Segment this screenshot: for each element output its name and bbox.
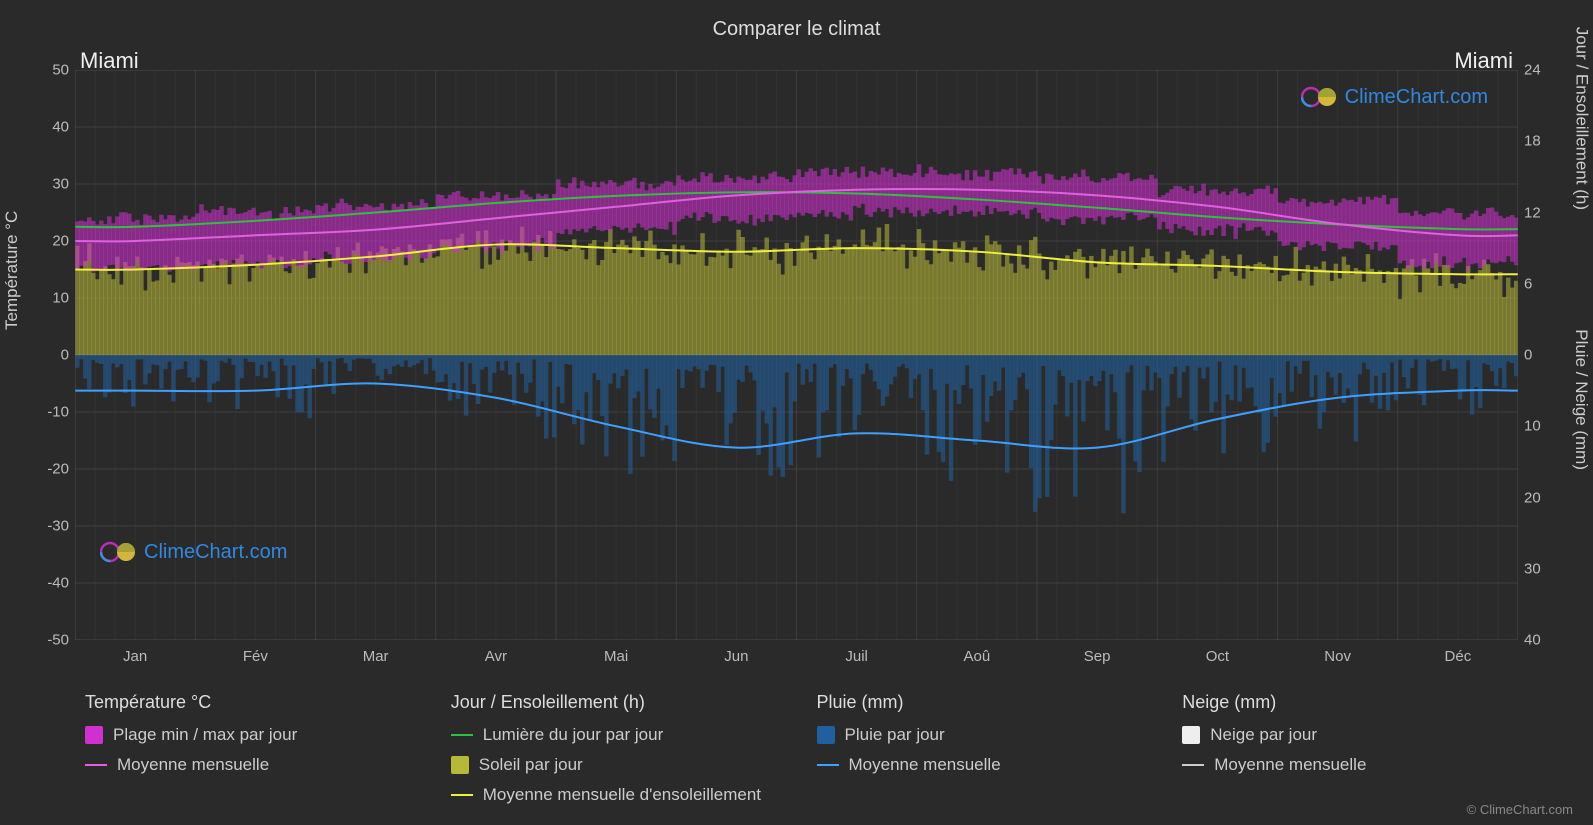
legend-header: Jour / Ensoleillement (h) <box>451 692 777 713</box>
y-right-bottom-tick: 30 <box>1524 560 1541 577</box>
legend-color-swatch <box>85 726 103 744</box>
legend-label: Soleil par jour <box>479 755 583 775</box>
y-right-top-tick: 12 <box>1524 204 1541 221</box>
legend-column: Neige (mm) Neige par jour Moyenne mensuell… <box>1182 692 1508 815</box>
y-right-top-tick: 0 <box>1524 347 1532 364</box>
y-right-top-tick: 6 <box>1524 275 1532 292</box>
legend-label: Moyenne mensuelle <box>1214 755 1366 775</box>
legend-line-swatch <box>817 764 839 766</box>
watermark-text: ClimeChart.com <box>144 541 287 564</box>
x-month-tick: Fév <box>243 648 268 665</box>
y-left-tick: -50 <box>47 632 69 649</box>
plot-area: -50-40-30-20-100102030405006121824102030… <box>75 70 1518 640</box>
watermark-bottom-left: ClimeChart.com <box>100 540 287 564</box>
y-left-tick: -30 <box>47 518 69 535</box>
legend: Température °C Plage min / max par jour Mo… <box>85 692 1508 815</box>
climechart-logo-icon <box>100 540 140 564</box>
legend-item: Moyenne mensuelle <box>817 755 1143 775</box>
climechart-logo-icon <box>1301 85 1341 109</box>
legend-line-swatch <box>451 794 473 796</box>
y-right-bottom-tick: 20 <box>1524 489 1541 506</box>
legend-item: Lumière du jour par jour <box>451 725 777 745</box>
x-month-tick: Avr <box>485 648 507 665</box>
y-axis-right-bottom-label: Pluie / Neige (mm) <box>1571 329 1591 470</box>
y-left-tick: 0 <box>61 347 69 364</box>
legend-label: Neige par jour <box>1210 725 1317 745</box>
legend-column: Jour / Ensoleillement (h) Lumière du jour… <box>451 692 777 815</box>
x-month-tick: Sep <box>1084 648 1111 665</box>
x-month-tick: Mai <box>604 648 628 665</box>
y-left-tick: 10 <box>52 290 69 307</box>
legend-label: Pluie par jour <box>845 725 945 745</box>
legend-header: Température °C <box>85 692 411 713</box>
legend-label: Plage min / max par jour <box>113 725 297 745</box>
legend-header: Neige (mm) <box>1182 692 1508 713</box>
legend-header: Pluie (mm) <box>817 692 1143 713</box>
y-left-tick: 50 <box>52 62 69 79</box>
y-right-bottom-tick: 10 <box>1524 418 1541 435</box>
legend-item: Neige par jour <box>1182 725 1508 745</box>
legend-item: Moyenne mensuelle d'ensoleillement <box>451 785 777 805</box>
y-axis-left-label: Température °C <box>2 211 22 330</box>
legend-color-swatch <box>1182 726 1200 744</box>
y-right-bottom-tick: 40 <box>1524 632 1541 649</box>
y-axis-right-top-label: Jour / Ensoleillement (h) <box>1571 27 1591 210</box>
climate-chart-container: Comparer le climat Miami Miami Températu… <box>0 0 1593 825</box>
legend-item: Moyenne mensuelle <box>1182 755 1508 775</box>
y-right-top-tick: 24 <box>1524 62 1541 79</box>
legend-line-swatch <box>1182 764 1204 766</box>
y-right-top-tick: 18 <box>1524 133 1541 150</box>
chart-svg <box>75 70 1518 640</box>
legend-item: Plage min / max par jour <box>85 725 411 745</box>
legend-label: Moyenne mensuelle d'ensoleillement <box>483 785 761 805</box>
y-left-tick: -20 <box>47 461 69 478</box>
copyright-text: © ClimeChart.com <box>1467 802 1573 817</box>
legend-label: Lumière du jour par jour <box>483 725 663 745</box>
x-month-tick: Mar <box>363 648 389 665</box>
legend-label: Moyenne mensuelle <box>849 755 1001 775</box>
legend-color-swatch <box>817 726 835 744</box>
legend-color-swatch <box>451 756 469 774</box>
legend-column: Température °C Plage min / max par jour Mo… <box>85 692 411 815</box>
y-left-tick: 20 <box>52 233 69 250</box>
legend-item: Moyenne mensuelle <box>85 755 411 775</box>
legend-column: Pluie (mm) Pluie par jour Moyenne mensuell… <box>817 692 1143 815</box>
legend-line-swatch <box>85 764 107 766</box>
y-left-tick: 40 <box>52 119 69 136</box>
x-month-tick: Aoû <box>964 648 991 665</box>
x-month-tick: Déc <box>1445 648 1472 665</box>
legend-line-swatch <box>451 734 473 736</box>
y-left-tick: 30 <box>52 176 69 193</box>
x-month-tick: Juil <box>845 648 868 665</box>
legend-item: Pluie par jour <box>817 725 1143 745</box>
x-month-tick: Jun <box>724 648 748 665</box>
watermark-top-right: ClimeChart.com <box>1301 85 1488 109</box>
y-left-tick: -40 <box>47 575 69 592</box>
y-left-tick: -10 <box>47 404 69 421</box>
x-month-tick: Oct <box>1206 648 1229 665</box>
x-month-tick: Nov <box>1324 648 1351 665</box>
legend-item: Soleil par jour <box>451 755 777 775</box>
watermark-text: ClimeChart.com <box>1345 86 1488 109</box>
x-month-tick: Jan <box>123 648 147 665</box>
chart-title: Comparer le climat <box>713 18 881 41</box>
legend-label: Moyenne mensuelle <box>117 755 269 775</box>
